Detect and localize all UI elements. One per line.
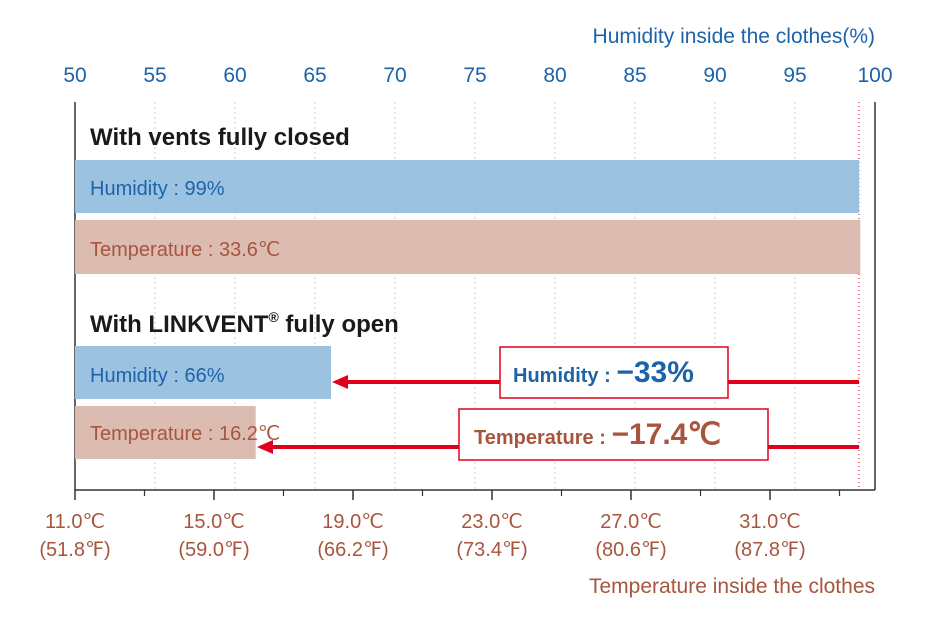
top-tick-label: 55 [143, 64, 166, 87]
top-tick-label: 90 [703, 64, 726, 87]
top-tick-label: 85 [623, 64, 646, 87]
top-axis-title: Humidity inside the clothes(%) [593, 25, 875, 48]
bar-open-humidity [75, 346, 331, 399]
bottom-tick-celsius: 31.0℃ [739, 511, 800, 533]
bottom-axis: 11.0℃ (51.8℉) 15.0℃ (59.0℉) 19.0℃ (66.2℉) 23.0… [39, 490, 841, 561]
temperature-arrowhead [257, 440, 273, 454]
group-title-linkvent: With LINKVENT® fully open [90, 309, 399, 338]
top-tick-label: 70 [383, 64, 406, 87]
bottom-tick-celsius: 11.0℃ [45, 511, 105, 533]
bottom-tick-celsius: 15.0℃ [183, 511, 244, 533]
top-tick-label: 60 [223, 64, 246, 87]
bar-closed-temperature-label: Temperature : 33.6℃ [90, 239, 280, 261]
bar-closed-humidity [75, 160, 859, 213]
bar-closed-temperature [75, 220, 861, 274]
top-axis: 50 55 60 65 70 75 80 85 90 95 100 [63, 64, 892, 87]
group-title-closed: With vents fully closed [90, 124, 350, 151]
temperature-callout-box [458, 408, 769, 461]
bottom-tick-fahrenheit: (87.8℉) [734, 539, 805, 561]
bottom-tick-celsius: 19.0℃ [322, 511, 383, 533]
bottom-tick-celsius: 27.0℃ [600, 511, 661, 533]
bottom-tick-fahrenheit: (73.4℉) [456, 539, 527, 561]
bottom-tick-celsius: 23.0℃ [461, 511, 522, 533]
temperature-callout: Temperature : −17.4℃ [474, 418, 721, 451]
bottom-tick-fahrenheit: (66.2℉) [317, 539, 388, 561]
bottom-tick-fahrenheit: (59.0℉) [178, 539, 249, 561]
bar-open-temperature [75, 406, 256, 459]
bar-closed-humidity-label: Humidity : 99% [90, 178, 225, 200]
bottom-tick-fahrenheit: (80.6℉) [595, 539, 666, 561]
top-tick-label: 80 [543, 64, 566, 87]
bottom-tick-fahrenheit: (51.8℉) [39, 539, 110, 561]
humidity-callout: Humidity : −33% [513, 356, 694, 389]
top-tick-label: 95 [783, 64, 806, 87]
top-tick-label: 75 [463, 64, 486, 87]
humidity-callout-box [499, 346, 729, 399]
top-tick-label: 100 [857, 64, 892, 87]
humidity-arrowhead [332, 375, 348, 389]
bar-open-temperature-label: Temperature : 16.2℃ [90, 423, 280, 445]
top-tick-label: 50 [63, 64, 86, 87]
top-tick-label: 65 [303, 64, 326, 87]
bar-open-humidity-label: Humidity : 66% [90, 365, 225, 387]
bottom-axis-title: Temperature inside the clothes [589, 575, 875, 598]
